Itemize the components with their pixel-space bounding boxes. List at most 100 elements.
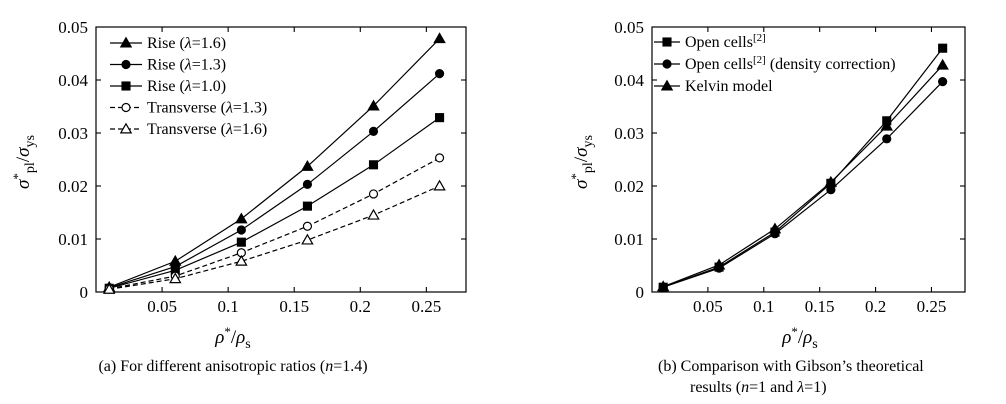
legend-label: Rise (λ=1.6) (147, 35, 226, 52)
chart-a-caption: (a) For different anisotropic ratios (n=… (98, 358, 367, 375)
data-point (368, 126, 379, 137)
chart-b-ticks: 0.05 0.1 0.15 0.2 0.25 0 0.01 0.02 0.03 0.04 0.05 (614, 18, 965, 316)
y-tick-label: 0.02 (614, 177, 644, 196)
x-tick-label: 0.05 (147, 297, 177, 316)
data-point (824, 175, 838, 187)
data-point (938, 76, 948, 87)
series-line (662, 47, 944, 288)
chart-b-ylabel: σ*pl/σys (568, 135, 596, 189)
data-point (880, 119, 893, 131)
data-point (367, 99, 380, 111)
data-point (302, 221, 313, 231)
chart-panel-a: 0.05 0.1 0.15 0.2 0.25 0 0.01 0.02 0.03 0.040.05 … (10, 18, 467, 375)
legend-entry: Transverse (λ=1.3) (110, 100, 267, 117)
x-tick-label: 0.25 (411, 297, 441, 316)
legend-marker (121, 102, 131, 113)
y-tick-label: 0 (636, 283, 645, 302)
data-point (434, 69, 445, 79)
data-point (768, 222, 782, 234)
x-tick-label: 0.05 (693, 297, 723, 316)
series-b-1 (658, 76, 948, 292)
series-a-3 (104, 153, 445, 294)
data-point (434, 153, 445, 163)
y-tick-label: 0.01 (614, 230, 644, 249)
legend-label: Rise (λ=1.3) (147, 57, 226, 74)
legend-marker (119, 36, 133, 48)
x-tick-label: 0.1 (218, 297, 239, 316)
legend-marker (660, 79, 674, 91)
legend-label: Rise (λ=1.0) (147, 78, 226, 95)
series-line (662, 64, 944, 288)
chart-b-caption: (b) Comparison with Gibson’s theoretical (658, 358, 924, 375)
y-tick-label: 0.02 (58, 177, 88, 196)
series-line (109, 117, 440, 289)
chart-b-caption-line2: results (n=1 and λ=1) (690, 379, 827, 396)
chart-b-legend: Open cells[2] Open cells[2] (density corr… (654, 32, 896, 95)
y-tick-label: 0.04 (614, 71, 644, 90)
chart-a-xlabel: ρ*/ρs (214, 324, 250, 352)
chart-panel-b: 0.05 0.1 0.15 0.2 0.25 0 0.01 0.02 0.03 0.040.05 … (568, 18, 966, 396)
chart-a-ylabel: σ*pl/σys (10, 135, 38, 189)
data-point (433, 179, 446, 191)
chart-b-frame (651, 26, 966, 293)
legend-marker (121, 81, 131, 91)
chart-b-axes (651, 26, 966, 293)
legend-entry: Transverse (λ=1.6) (110, 121, 267, 138)
data-point (102, 282, 116, 294)
legend-entry: Open cells[2] (density correction) (654, 54, 896, 73)
legend-entry: Rise (λ=1.6) (110, 35, 226, 52)
data-point (435, 113, 445, 123)
series-line (109, 157, 440, 290)
data-point (656, 280, 670, 292)
data-point (433, 32, 446, 44)
y-tick-label: 0.01 (58, 230, 88, 249)
legend-marker (662, 59, 672, 69)
legend-label: Transverse (λ=1.3) (147, 100, 267, 117)
data-point (235, 254, 248, 266)
x-tick-label: 0.1 (753, 297, 774, 316)
data-point (301, 233, 314, 245)
x-tick-label: 0.25 (917, 297, 947, 316)
chart-a-series (102, 32, 446, 294)
data-point (882, 134, 892, 144)
legend-marker (121, 59, 131, 70)
chart-b-series (656, 43, 949, 292)
y-tick-label: 0.03 (614, 124, 644, 143)
legend-entry: Open cells[2] (654, 32, 766, 51)
data-point (302, 201, 312, 211)
y-tick-label: 0.03 (58, 124, 88, 143)
legend-marker (662, 37, 672, 47)
legend-label: Transverse (λ=1.6) (147, 121, 267, 138)
chart-a-frame (95, 26, 467, 293)
series-a-2 (104, 113, 445, 293)
x-tick-label: 0.15 (805, 297, 835, 316)
legend-entry: Rise (λ=1.0) (110, 78, 226, 95)
data-point (236, 237, 246, 247)
data-point (236, 225, 246, 235)
series-line (109, 185, 440, 290)
x-tick-label: 0.2 (865, 297, 886, 316)
legend-entry: Rise (λ=1.3) (110, 57, 226, 74)
y-tick-label: 0.05 (58, 18, 88, 37)
legend-marker (119, 122, 133, 134)
legend-label: Open cells[2] (density correction) (685, 54, 896, 73)
data-point (235, 212, 248, 224)
series-a-4 (102, 179, 446, 294)
data-point (826, 185, 836, 195)
data-point (367, 208, 380, 220)
series-b-2 (656, 58, 949, 292)
data-point (712, 258, 726, 270)
x-tick-label: 0.2 (350, 297, 371, 316)
series-line (108, 38, 440, 288)
chart-a-ticks: 0.05 0.1 0.15 0.2 0.25 0 0.01 0.02 0.03 0.04 0.05 (58, 18, 466, 316)
y-tick-label: 0.04 (58, 71, 88, 90)
series-line (109, 73, 440, 289)
data-point (938, 43, 948, 53)
data-point (169, 272, 182, 284)
x-tick-label: 0.15 (279, 297, 309, 316)
legend-label: Kelvin model (685, 78, 773, 95)
chart-a-axes (95, 26, 467, 293)
legend-entry: Kelvin model (654, 78, 773, 95)
y-tick-label: 0 (80, 283, 89, 302)
